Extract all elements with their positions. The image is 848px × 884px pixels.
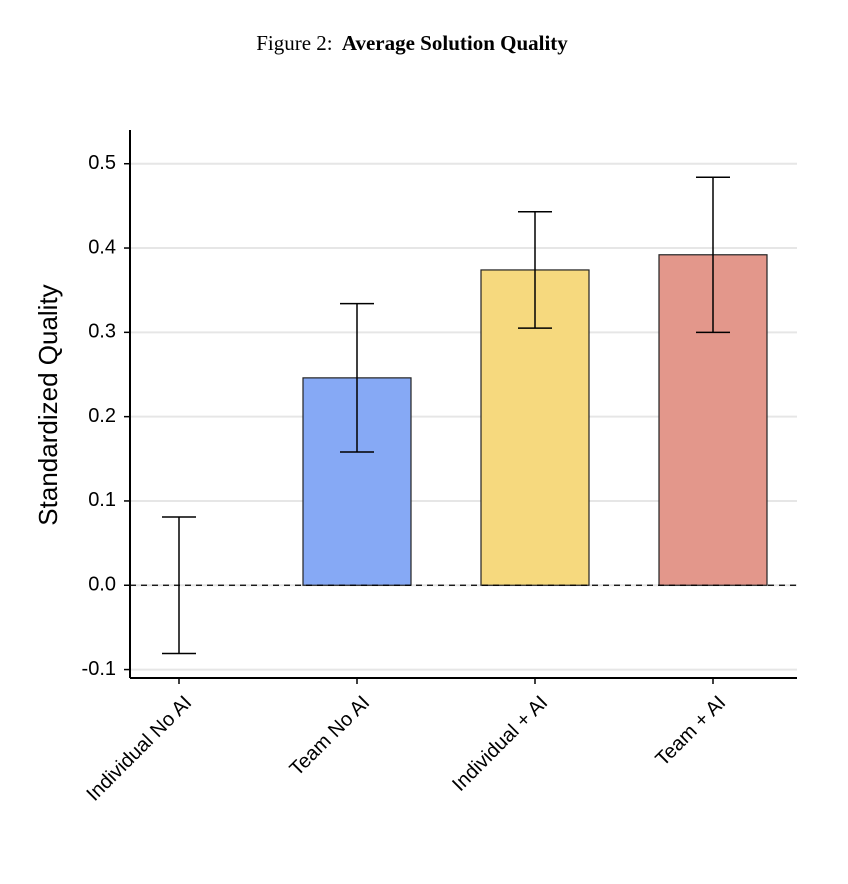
y-axis-label: Standardized Quality bbox=[33, 284, 63, 525]
y-tick-label: 0.1 bbox=[88, 489, 116, 511]
y-tick-label: 0.5 bbox=[88, 152, 116, 174]
chart-title: Average Solution Quality bbox=[342, 31, 568, 55]
figure-label: Figure 2: bbox=[256, 31, 332, 55]
x-tick-label: Team No AI bbox=[286, 692, 375, 781]
y-tick-label: -0.1 bbox=[82, 658, 116, 680]
y-tick-label: 0.4 bbox=[88, 236, 116, 258]
x-tick-label: Individual + AI bbox=[448, 692, 552, 796]
chart-heading: Figure 2: Average Solution Quality bbox=[256, 31, 568, 55]
y-tick-label: 0.0 bbox=[88, 574, 116, 596]
y-tick-label: 0.2 bbox=[88, 405, 116, 427]
y-tick-label: 0.3 bbox=[88, 321, 116, 343]
x-tick-label: Individual No AI bbox=[82, 692, 196, 806]
x-tick-label: Team + AI bbox=[651, 692, 730, 771]
